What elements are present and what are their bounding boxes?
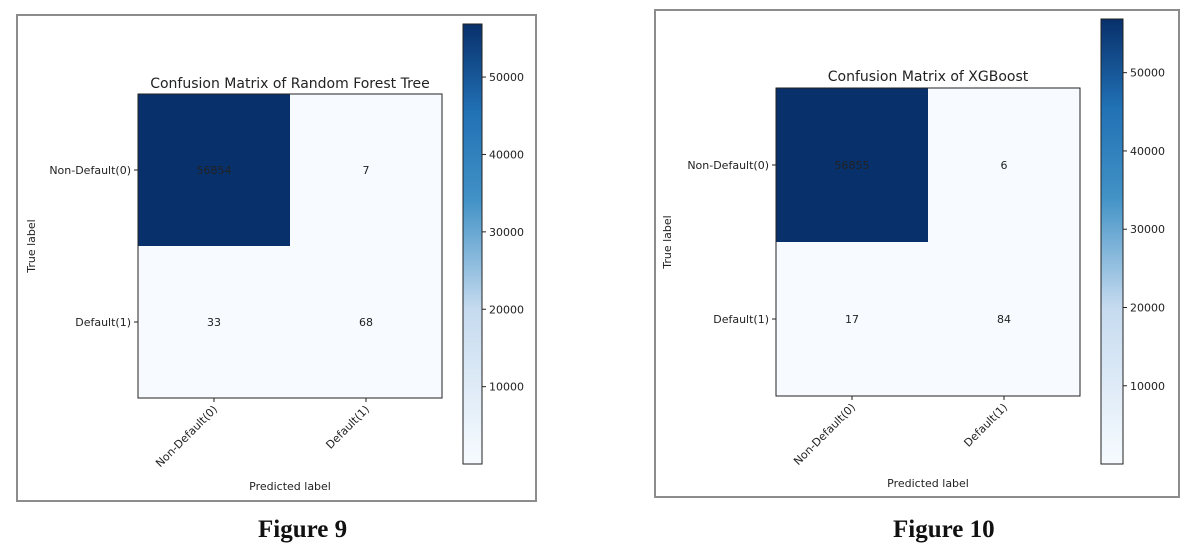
c2-cell-r1-c1 — [928, 242, 1080, 396]
c2-colorbar-tick-label: 20000 — [1130, 301, 1165, 314]
c2-cell-label-r1-c1: 84 — [997, 313, 1011, 326]
c1-xtick-label: Default(1) — [323, 403, 372, 452]
c2-cell-r0-c0 — [776, 88, 928, 242]
c2-cell-label-r0-c1: 6 — [1001, 159, 1008, 172]
c2-plot-frame — [775, 87, 1081, 397]
c1-colorbar-tick-label: 30000 — [489, 226, 524, 239]
c1-cell-label-r1-c1: 68 — [359, 316, 373, 329]
c2-colorbar-tick-label: 30000 — [1130, 223, 1165, 236]
c2-xtick-label: Non-Default(0) — [791, 401, 858, 468]
c2-colorbar-tick-label: 50000 — [1130, 67, 1165, 80]
c1-ytick-label: Non-Default(0) — [49, 164, 131, 177]
c2-cell-r0-c1 — [928, 88, 1080, 242]
rf-confusion-matrix-chart: Confusion Matrix of Random Forest Tree 56… — [25, 23, 524, 493]
c1-cell-label-r0-c1: 7 — [363, 164, 370, 177]
c1-xlabel: Predicted label — [249, 480, 331, 493]
c1-ylabel: True label — [25, 219, 38, 273]
c1-cell-label-r0-c0: 56854 — [197, 164, 232, 177]
figure-10-panel: Confusion Matrix of XGBoost 56855 6 17 84 Non… — [654, 9, 1180, 498]
c1-xtick-label: Non-Default(0) — [153, 403, 220, 470]
c2-colorbar-tick-label: 10000 — [1130, 380, 1165, 393]
c1-title: Confusion Matrix of Random Forest Tree — [150, 76, 430, 92]
c2-ylabel: True label — [661, 215, 674, 269]
c1-cell-r1-c1 — [290, 246, 442, 398]
c2-colorbar-tick-label: 40000 — [1130, 145, 1165, 158]
c1-cell-label-r1-c0: 33 — [207, 316, 221, 329]
c1-cell-r0-c1 — [290, 94, 442, 246]
figure-9-caption: Figure 9 — [258, 516, 348, 543]
c1-colorbar-tick-label: 50000 — [489, 71, 524, 84]
c2-ytick-label: Default(1) — [713, 313, 769, 326]
c1-colorbar-tick-label: 40000 — [489, 148, 524, 161]
c1-plot-frame — [137, 93, 443, 399]
figure-10-caption: Figure 10 — [893, 516, 995, 543]
c2-cell-r1-c0 — [776, 242, 928, 396]
c2-title: Confusion Matrix of XGBoost — [828, 69, 1029, 85]
c2-ytick-label: Non-Default(0) — [687, 159, 769, 172]
c2-xlabel: Predicted label — [887, 477, 969, 490]
c2-xtick-label: Default(1) — [961, 401, 1010, 450]
c2-cell-label-r0-c0: 56855 — [835, 159, 870, 172]
xgb-confusion-matrix-chart: Confusion Matrix of XGBoost 56855 6 17 84 Non… — [661, 18, 1165, 490]
c1-ytick-label: Default(1) — [75, 316, 131, 329]
c1-cell-r1-c0 — [138, 246, 290, 398]
c1-colorbar-tick-label: 10000 — [489, 381, 524, 394]
c1-colorbar — [462, 23, 483, 465]
c2-colorbar — [1100, 18, 1124, 465]
c1-colorbar-tick-label: 20000 — [489, 303, 524, 316]
c2-cell-label-r1-c0: 17 — [845, 313, 859, 326]
figure-9-panel: Confusion Matrix of Random Forest Tree 56… — [16, 14, 537, 502]
c1-cell-r0-c0 — [138, 94, 290, 246]
